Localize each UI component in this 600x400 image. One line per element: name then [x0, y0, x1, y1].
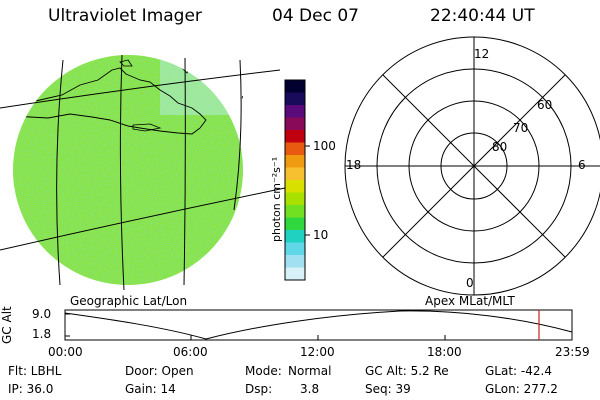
timeline-xtick-0600: 06:00 — [173, 345, 208, 359]
polar-mlt-0: 0 — [466, 276, 474, 290]
polar-lat-60: 60 — [537, 98, 553, 112]
colorbar-swatch — [285, 117, 305, 131]
timeline-xtick-1200: 12:00 — [300, 345, 335, 359]
timeline-xtick-0000: 00:00 — [48, 345, 83, 359]
colorbar-swatch — [285, 130, 305, 143]
polar-plot — [344, 36, 600, 296]
colorbar-swatch — [285, 205, 305, 218]
colorbar-swatch — [285, 267, 305, 281]
timeline-xtick-1800: 18:00 — [427, 345, 462, 359]
coastline — [14, 67, 207, 135]
status-mode-label: Mode: — [245, 364, 282, 378]
status-mode-value: Normal — [288, 364, 332, 378]
status-gc-alt: GC Alt: 5.2 Re — [365, 364, 449, 378]
colorbar-swatch — [285, 192, 305, 206]
timeline-ytick-low: 1.8 — [32, 327, 52, 341]
svg-text:ʹ: ʹ — [241, 95, 244, 107]
polar-mlt-12: 12 — [474, 47, 490, 61]
colorbar-swatch — [285, 230, 305, 243]
colorbar-swatch — [285, 92, 305, 106]
colorbar-swatch — [285, 180, 305, 193]
timeline-ylabel: GC Alt — [0, 306, 14, 344]
status-ip: IP: 36.0 — [8, 382, 54, 396]
lat-lon-grid — [0, 54, 286, 291]
status-gain: Gain: 14 — [125, 382, 176, 396]
colorbar-swatch — [285, 217, 305, 231]
uv-image: ʹ — [0, 54, 286, 291]
polar-mlt-6: 6 — [578, 158, 586, 172]
header-time: 22:40:44 UT — [430, 6, 535, 26]
status-glat: GLat: -42.4 — [485, 364, 552, 378]
header-date: 04 Dec 07 — [272, 6, 359, 26]
colorbar-swatch — [285, 142, 305, 156]
timeline-ytick-high: 9.0 — [32, 307, 52, 321]
colorbar-swatch — [285, 155, 305, 168]
page-title: Ultraviolet Imager — [48, 6, 202, 26]
map-label: Geographic Lat/Lon — [70, 294, 188, 308]
altitude-curve — [64, 310, 573, 340]
colorbar-swatch — [285, 167, 305, 181]
colorbar-tick-100: 100 — [313, 139, 336, 153]
status-door: Door: Open — [125, 364, 194, 378]
colorbar-tick-10: 10 — [313, 228, 329, 242]
colorbar-swatch — [285, 80, 305, 93]
polar-lat-70: 70 — [513, 121, 529, 135]
timeline-plot — [64, 309, 573, 341]
status-glon: GLon: 277.2 — [485, 382, 558, 396]
status-dsp-label: Dsp: — [245, 382, 273, 396]
colorbar — [284, 79, 310, 281]
polar-mlt-18: 18 — [346, 158, 362, 172]
timeline-xtick-2359: 23:59 — [555, 345, 590, 359]
status-filter: Flt: LBHL — [8, 364, 62, 378]
colorbar-frame — [284, 79, 306, 281]
polar-label: Apex MLat/MLT — [425, 294, 515, 308]
colorbar-swatch — [285, 255, 305, 268]
status-seq: Seq: 39 — [365, 382, 411, 396]
polar-lat-80: 80 — [492, 140, 508, 154]
colorbar-unit-label: photon cm⁻²s⁻¹ — [270, 156, 283, 242]
colorbar-swatch — [285, 105, 305, 118]
colorbar-swatch — [285, 242, 305, 256]
status-dsp-value: 3.8 — [300, 382, 320, 396]
